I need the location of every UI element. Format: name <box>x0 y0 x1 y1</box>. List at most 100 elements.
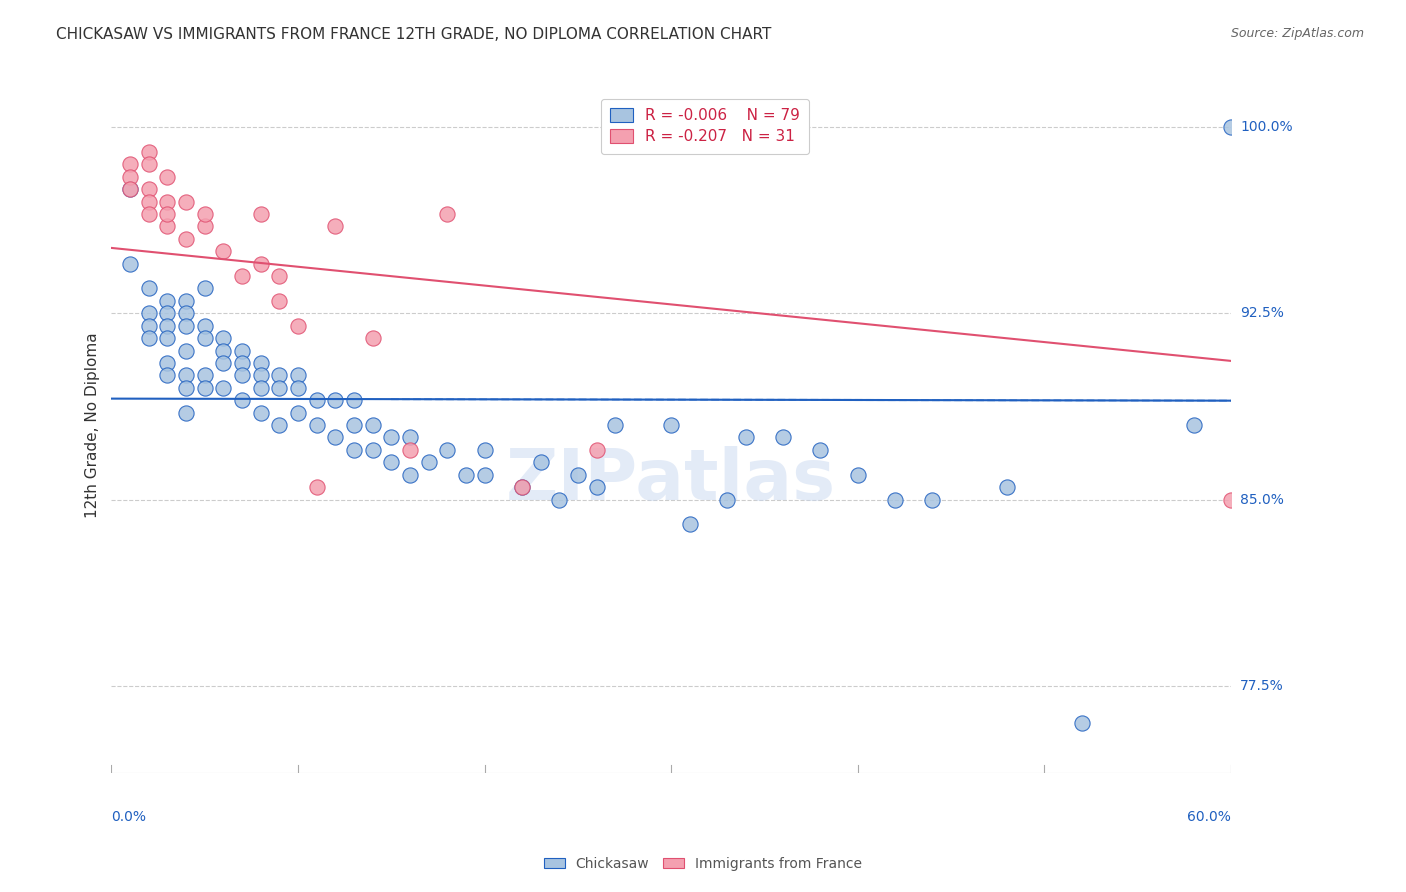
Point <box>436 207 458 221</box>
Point <box>734 430 756 444</box>
Point <box>120 257 142 271</box>
Point <box>585 480 607 494</box>
Point <box>249 257 271 271</box>
Point <box>269 368 291 383</box>
Text: Source: ZipAtlas.com: Source: ZipAtlas.com <box>1230 27 1364 40</box>
Point <box>174 306 197 320</box>
Point <box>212 381 235 395</box>
Text: 0.0%: 0.0% <box>111 810 146 824</box>
Point <box>156 331 179 345</box>
Point <box>585 442 607 457</box>
Point <box>305 480 328 494</box>
Point <box>156 368 179 383</box>
Point <box>212 331 235 345</box>
Point <box>399 442 422 457</box>
Point <box>269 418 291 433</box>
Point <box>1182 418 1205 433</box>
Point <box>380 430 402 444</box>
Text: 60.0%: 60.0% <box>1187 810 1230 824</box>
Point <box>231 368 253 383</box>
Point <box>249 368 271 383</box>
Point <box>399 430 422 444</box>
Point <box>287 318 309 333</box>
Legend: Chickasaw, Immigrants from France: Chickasaw, Immigrants from France <box>538 851 868 876</box>
Point <box>120 169 142 184</box>
Legend: R = -0.006    N = 79, R = -0.207   N = 31: R = -0.006 N = 79, R = -0.207 N = 31 <box>600 99 808 153</box>
Text: 77.5%: 77.5% <box>1240 679 1284 693</box>
Point <box>361 418 384 433</box>
Text: 85.0%: 85.0% <box>1240 492 1284 507</box>
Point <box>605 418 627 433</box>
Point <box>287 368 309 383</box>
Point <box>474 467 496 482</box>
Point <box>138 281 160 295</box>
Point <box>1070 716 1092 731</box>
Point <box>810 442 832 457</box>
Point <box>529 455 551 469</box>
Point <box>305 418 328 433</box>
Point <box>249 381 271 395</box>
Point <box>249 207 271 221</box>
Point <box>679 517 702 532</box>
Point <box>138 331 160 345</box>
Point <box>231 343 253 358</box>
Point <box>343 393 366 408</box>
Point <box>659 418 682 433</box>
Point <box>174 293 197 308</box>
Point <box>269 381 291 395</box>
Point <box>174 194 197 209</box>
Point <box>120 157 142 171</box>
Point <box>212 244 235 259</box>
Point <box>174 368 197 383</box>
Point <box>138 306 160 320</box>
Point <box>138 157 160 171</box>
Point <box>231 393 253 408</box>
Point <box>174 381 197 395</box>
Point <box>343 442 366 457</box>
Point <box>323 219 346 234</box>
Point <box>249 356 271 370</box>
Point <box>361 442 384 457</box>
Text: ZIPatlas: ZIPatlas <box>506 446 837 516</box>
Point <box>120 182 142 196</box>
Point <box>174 343 197 358</box>
Point <box>287 381 309 395</box>
Point <box>194 318 217 333</box>
Point <box>138 318 160 333</box>
Point <box>138 145 160 159</box>
Point <box>138 182 160 196</box>
Point <box>772 430 794 444</box>
Point <box>436 442 458 457</box>
Point <box>194 219 217 234</box>
Point <box>156 207 179 221</box>
Point <box>548 492 571 507</box>
Point <box>156 318 179 333</box>
Point <box>1219 120 1241 134</box>
Point <box>399 467 422 482</box>
Point <box>884 492 907 507</box>
Point <box>231 269 253 284</box>
Point <box>194 207 217 221</box>
Point <box>921 492 943 507</box>
Point <box>323 430 346 444</box>
Point <box>174 232 197 246</box>
Point <box>212 343 235 358</box>
Point <box>305 393 328 408</box>
Point <box>474 442 496 457</box>
Y-axis label: 12th Grade, No Diploma: 12th Grade, No Diploma <box>86 332 100 518</box>
Point <box>120 182 142 196</box>
Point <box>138 194 160 209</box>
Point <box>156 219 179 234</box>
Text: 100.0%: 100.0% <box>1240 120 1294 134</box>
Point <box>194 281 217 295</box>
Point <box>174 406 197 420</box>
Point <box>138 207 160 221</box>
Point <box>194 331 217 345</box>
Point <box>567 467 589 482</box>
Point <box>287 406 309 420</box>
Point <box>361 331 384 345</box>
Point <box>156 306 179 320</box>
Text: CHICKASAW VS IMMIGRANTS FROM FRANCE 12TH GRADE, NO DIPLOMA CORRELATION CHART: CHICKASAW VS IMMIGRANTS FROM FRANCE 12TH… <box>56 27 772 42</box>
Point <box>194 381 217 395</box>
Text: 92.5%: 92.5% <box>1240 306 1284 320</box>
